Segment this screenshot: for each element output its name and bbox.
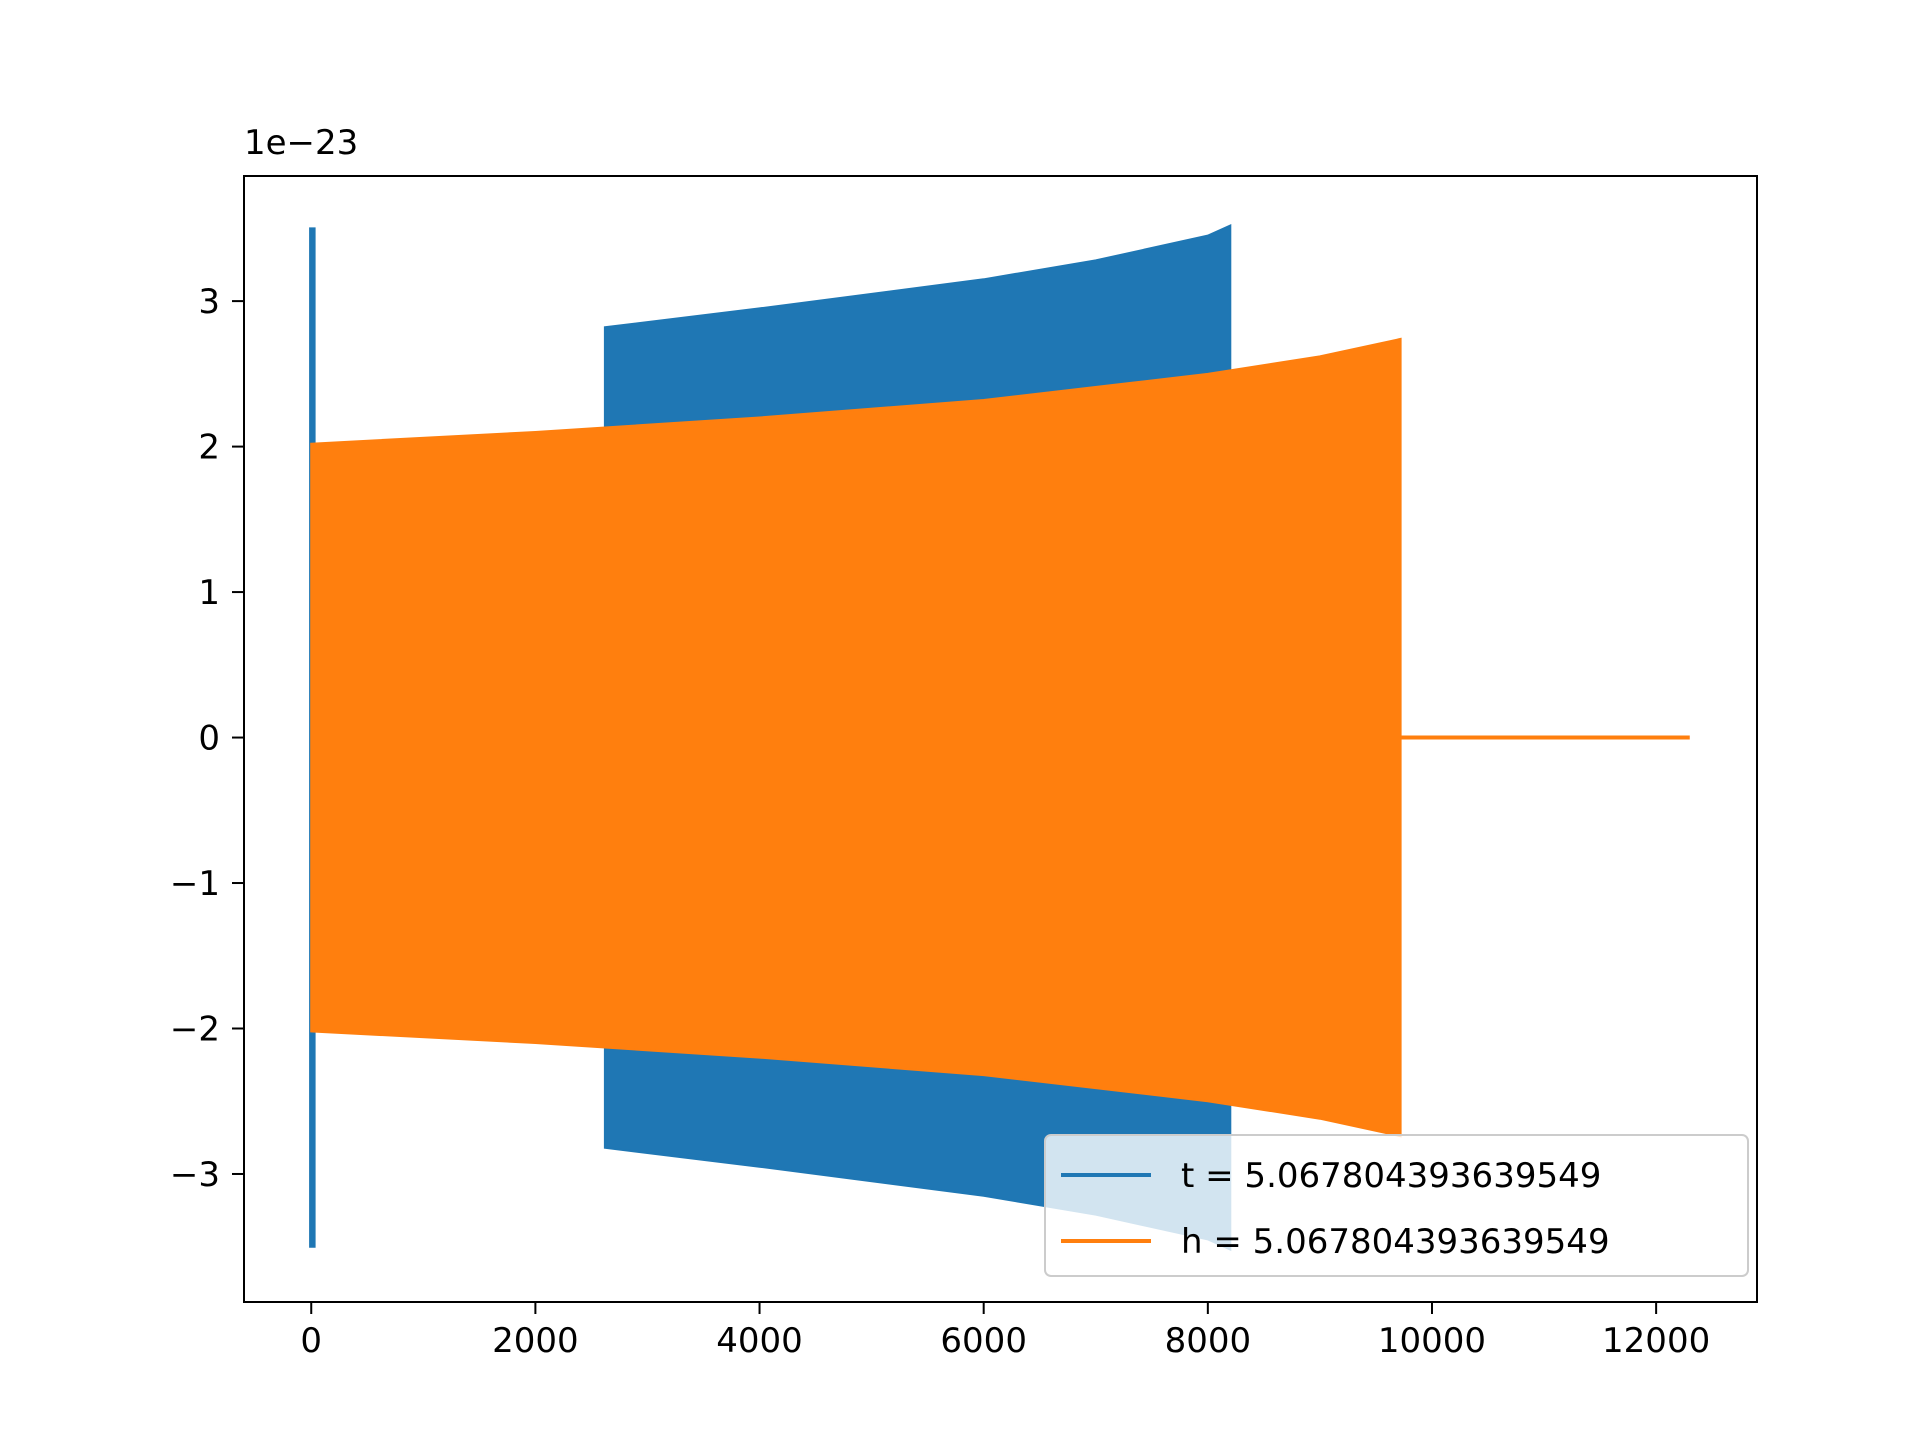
y-axis: −3 −2 −1 0 1 2 3	[170, 282, 244, 1195]
y-axis-offset-text: 1e−23	[244, 123, 358, 163]
plot-area	[309, 223, 1690, 1252]
y-tick-label: −3	[170, 1155, 220, 1195]
x-tick-label: 2000	[492, 1321, 579, 1361]
legend-label: t = 5.067804393639549	[1181, 1156, 1601, 1196]
x-tick-label: 10000	[1378, 1321, 1486, 1361]
legend-box	[1044, 1134, 1749, 1277]
legend-label: h = 5.067804393639549	[1181, 1222, 1610, 1262]
y-tick-label: 0	[198, 719, 220, 759]
series-band	[310, 337, 1402, 1138]
y-tick-label: 1	[198, 573, 220, 613]
x-tick-label: 6000	[940, 1321, 1027, 1361]
y-tick-label: 2	[198, 428, 220, 468]
y-tick-label: −1	[170, 864, 220, 904]
x-tick-label: 12000	[1602, 1321, 1710, 1361]
x-tick-label: 4000	[716, 1321, 803, 1361]
legend: t = 5.067804393639549 h = 5.0678043936395…	[1044, 1134, 1749, 1277]
axes-frame	[243, 175, 1758, 1303]
y-tick-label: −2	[170, 1010, 220, 1050]
x-tick-label: 8000	[1165, 1321, 1252, 1361]
y-tick-label: 3	[198, 282, 220, 322]
x-axis: 0 2000 4000 6000 8000 10000 12000	[300, 1302, 1710, 1361]
x-tick-label: 0	[300, 1321, 322, 1361]
